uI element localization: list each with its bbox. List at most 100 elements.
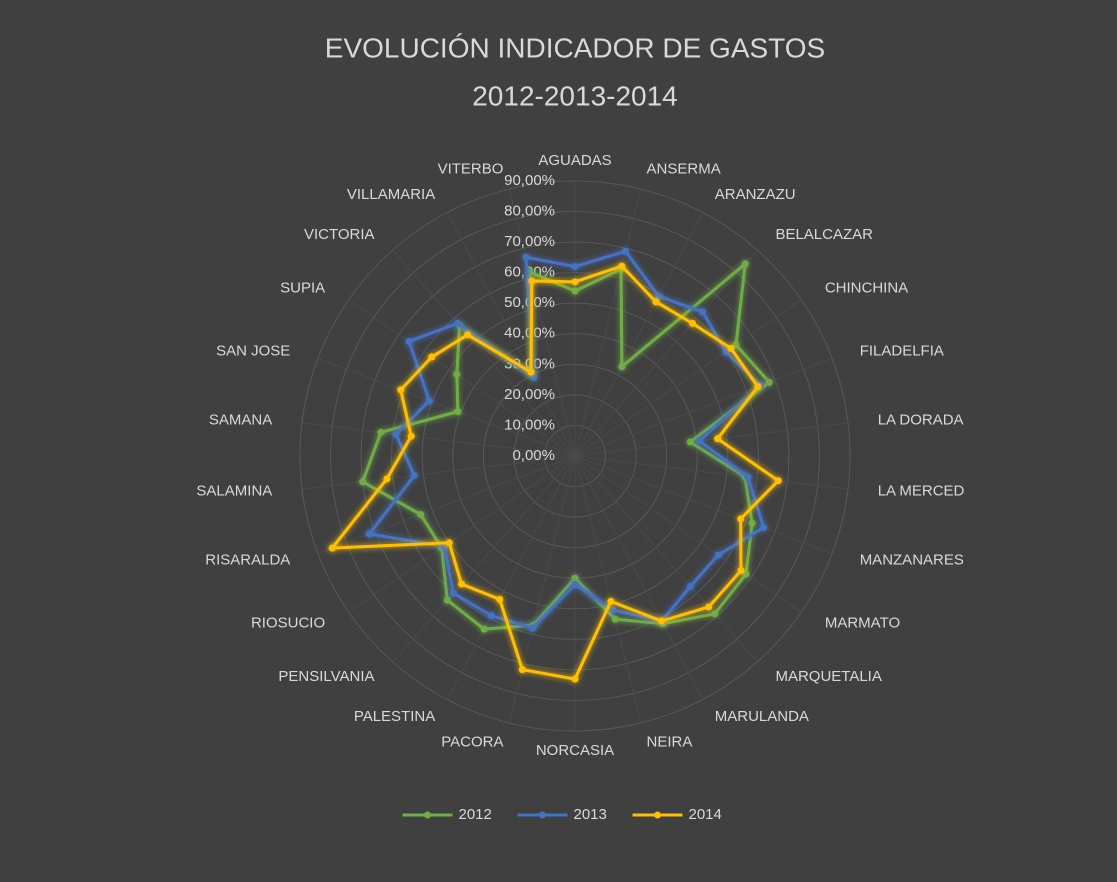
data-point <box>464 331 472 339</box>
data-point <box>454 408 462 416</box>
data-point <box>618 363 626 371</box>
category-label: PACORA <box>441 733 503 750</box>
spoke <box>446 212 576 457</box>
data-point <box>458 580 466 588</box>
legend-label: 2014 <box>689 806 722 823</box>
spoke <box>574 455 642 724</box>
data-point <box>425 397 433 405</box>
series <box>328 262 782 683</box>
category-label: MANZANARES <box>860 552 964 569</box>
category-label: MARMATO <box>825 615 900 632</box>
data-point <box>392 430 400 438</box>
data-point <box>443 596 451 604</box>
spoke <box>446 455 576 700</box>
data-point <box>744 473 752 481</box>
data-point <box>571 263 579 271</box>
data-point <box>621 247 629 255</box>
data-point <box>732 341 740 349</box>
category-label: RIOSUCIO <box>251 615 325 632</box>
data-point <box>417 511 425 519</box>
data-point <box>522 253 530 261</box>
category-label: VICTORIA <box>304 226 375 243</box>
spoke <box>574 358 833 457</box>
spoke <box>574 212 704 457</box>
data-point <box>699 308 707 316</box>
spoke <box>392 455 576 663</box>
data-point <box>407 432 415 440</box>
category-label: FILADELFIA <box>860 342 944 359</box>
category-label: SALAMINA <box>196 483 272 500</box>
y-tick-label: 90,00% <box>504 172 555 189</box>
data-point <box>658 617 666 625</box>
spoke <box>392 249 576 457</box>
data-point <box>742 570 750 578</box>
data-point <box>405 337 413 345</box>
data-point <box>705 603 713 611</box>
y-tick-label: 20,00% <box>504 386 555 403</box>
data-point <box>618 262 626 270</box>
data-point <box>748 519 756 527</box>
category-label: SAMANA <box>209 411 272 428</box>
category-label: VITERBO <box>438 161 504 178</box>
category-label: AGUADAS <box>538 152 611 169</box>
data-point <box>529 624 537 632</box>
data-point <box>571 574 579 582</box>
data-point <box>487 612 495 620</box>
spoke <box>574 422 849 457</box>
spoke <box>574 299 802 457</box>
category-label: PALESTINA <box>354 708 435 725</box>
data-point <box>518 666 526 674</box>
data-point <box>737 515 745 523</box>
data-point <box>774 477 782 485</box>
data-point <box>528 277 536 285</box>
data-point <box>359 478 367 486</box>
data-point <box>428 353 436 361</box>
chart-subtitle: 2012-2013-2014 <box>472 80 678 111</box>
legend-marker <box>424 811 431 819</box>
data-point <box>686 582 694 590</box>
data-point <box>571 580 579 588</box>
data-point <box>686 438 694 446</box>
spoke <box>574 455 833 554</box>
data-point <box>611 615 619 623</box>
category-label: LA MERCED <box>878 483 965 500</box>
data-point <box>410 472 418 480</box>
data-point <box>530 374 538 382</box>
data-point <box>760 524 768 532</box>
data-point <box>711 610 719 618</box>
category-label: MARQUETALIA <box>775 668 881 685</box>
spoke <box>317 455 576 554</box>
category-label: RISARALDA <box>205 552 290 569</box>
category-label: ANSERMA <box>647 161 721 178</box>
data-point <box>328 544 336 552</box>
data-point <box>571 287 579 295</box>
spoke <box>348 299 576 457</box>
category-label: SUPIA <box>280 279 325 296</box>
spoke <box>574 455 849 490</box>
spoke <box>574 188 642 457</box>
data-point <box>453 370 461 378</box>
data-point <box>607 597 615 605</box>
data-point <box>765 378 773 386</box>
data-point <box>527 368 535 376</box>
spoke <box>574 455 802 613</box>
spoke <box>508 455 576 724</box>
data-point <box>695 437 703 445</box>
data-point <box>609 606 617 614</box>
category-label: PENSILVANIA <box>278 668 374 685</box>
y-tick-label: 80,00% <box>504 203 555 220</box>
data-point <box>727 344 735 352</box>
data-point <box>453 319 461 327</box>
data-point <box>445 539 453 547</box>
y-tick-label: 70,00% <box>504 233 555 250</box>
category-label: CHINCHINA <box>825 279 908 296</box>
legend-marker <box>539 811 546 819</box>
category-label: LA DORADA <box>878 411 964 428</box>
data-point <box>754 383 762 391</box>
data-point <box>397 386 405 394</box>
y-tick-label: 10,00% <box>504 416 555 433</box>
data-point <box>722 348 730 356</box>
